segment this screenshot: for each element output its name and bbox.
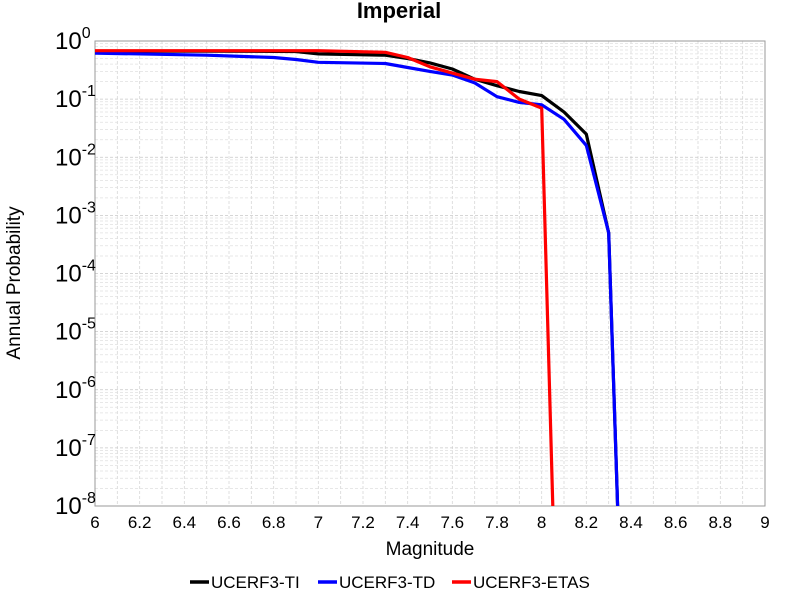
x-tick-label: 9 bbox=[760, 513, 769, 532]
legend: UCERF3-TI UCERF3-TD UCERF3-ETAS bbox=[190, 573, 590, 592]
x-tick-label: 7.2 bbox=[351, 513, 375, 532]
y-axis-label: Annual Probability bbox=[4, 206, 25, 360]
y-axis-ticks: 100 10-1 10-2 10-3 10-4 10-5 10-6 10-7 10-8 bbox=[55, 25, 96, 520]
x-tick-label: 6.4 bbox=[173, 513, 197, 532]
grid bbox=[94, 41, 766, 507]
y-tick-label: 10-6 bbox=[55, 374, 96, 404]
y-tick-label: 10-7 bbox=[55, 432, 96, 462]
x-tick-label: 8.6 bbox=[664, 513, 688, 532]
x-tick-label: 7.8 bbox=[485, 513, 509, 532]
chart-title: Imperial bbox=[357, 0, 441, 23]
x-tick-label: 6 bbox=[90, 513, 99, 532]
x-tick-label: 8.2 bbox=[575, 513, 599, 532]
series-layer bbox=[94, 49, 620, 507]
x-tick-label: 6.2 bbox=[128, 513, 152, 532]
series-line-ucerf3-etas bbox=[95, 49, 555, 507]
x-axis-ticks: 6 6.2 6.4 6.6 6.8 7 7.2 7.4 7.6 7.8 8 8.2 8.4 8.6 8.8 9 bbox=[90, 513, 769, 532]
y-tick-label: 10-3 bbox=[55, 199, 96, 229]
x-axis-label: Magnitude bbox=[386, 539, 475, 560]
x-tick-label: 7.6 bbox=[441, 513, 465, 532]
legend-label: UCERF3-TI bbox=[211, 573, 300, 592]
series-line-ucerf3-ti bbox=[95, 49, 620, 507]
x-tick-label: 7.4 bbox=[396, 513, 420, 532]
y-tick-label: 10-8 bbox=[55, 490, 96, 520]
x-tick-label: 8 bbox=[537, 513, 546, 532]
y-tick-label: 10-2 bbox=[55, 141, 96, 171]
x-tick-label: 6.8 bbox=[262, 513, 286, 532]
legend-label: UCERF3-TD bbox=[339, 573, 435, 592]
plot-area bbox=[94, 40, 766, 507]
y-tick-label: 100 bbox=[55, 25, 91, 55]
legend-label: UCERF3-ETAS bbox=[473, 573, 590, 592]
y-tick-label: 10-1 bbox=[55, 83, 96, 113]
series-line-ucerf3-td bbox=[94, 51, 620, 507]
x-tick-label: 6.6 bbox=[217, 513, 241, 532]
y-tick-label: 10-5 bbox=[55, 316, 96, 346]
x-tick-label: 8.4 bbox=[619, 513, 643, 532]
x-tick-label: 7 bbox=[314, 513, 323, 532]
y-tick-label: 10-4 bbox=[55, 258, 96, 288]
x-tick-label: 8.8 bbox=[709, 513, 733, 532]
